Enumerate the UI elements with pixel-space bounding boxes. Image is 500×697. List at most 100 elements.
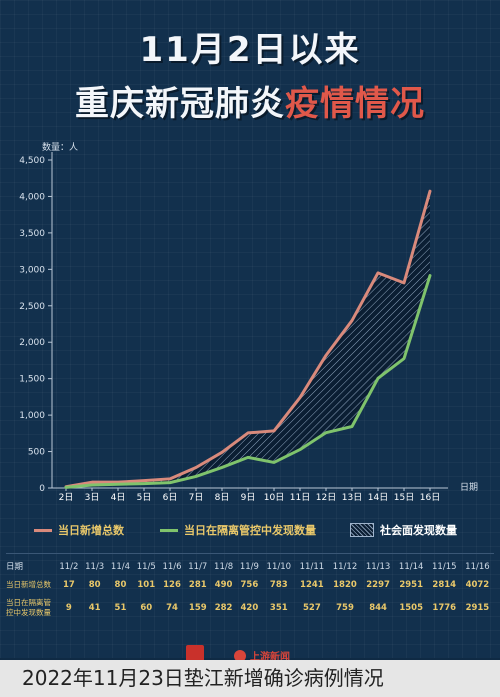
table-cell-date: 11/9 — [239, 562, 259, 572]
x-tick-label: 2日 — [59, 492, 74, 503]
table-cell-quarantine: 844 — [369, 603, 387, 613]
table-cell-quarantine: 60 — [140, 603, 153, 613]
footer-logo-text: 上游新闻 — [250, 652, 290, 663]
hatch-area-social — [66, 191, 430, 488]
table-cell-date: 11/12 — [332, 562, 358, 572]
table-cell-quarantine: 420 — [240, 603, 259, 613]
legend-label-total: 当日新增总数 — [58, 524, 124, 537]
table-cell-quarantine: 51 — [114, 603, 127, 613]
table-cell-total: 2814 — [432, 580, 457, 590]
people-logo-icon — [234, 650, 246, 662]
x-tick-label: 16日 — [420, 492, 440, 503]
y-tick-label: 3,500 — [19, 229, 45, 239]
y-tick-label: 3,000 — [19, 265, 45, 275]
legend-label-social: 社会面发现数量 — [380, 524, 457, 537]
table-cell-date: 11/3 — [85, 562, 105, 572]
table-cell-date: 11/4 — [110, 562, 130, 572]
table-cell-quarantine: 759 — [336, 603, 354, 613]
legend-line-total — [34, 528, 52, 532]
table-cell-total: 783 — [269, 580, 288, 590]
table-cell-total: 281 — [188, 580, 207, 590]
x-tick-label: 11日 — [290, 492, 310, 503]
poster-title-line2: 重庆新冠肺炎疫情情况 — [0, 76, 500, 125]
y-tick-label: 1,500 — [19, 375, 45, 385]
table-cell-quarantine: 527 — [303, 603, 321, 613]
table-cell-quarantine: 1776 — [432, 603, 457, 613]
table-top-divider — [6, 553, 494, 554]
table-cell-total: 1241 — [300, 580, 324, 590]
legend-item-social: 社会面发现数量 — [350, 522, 457, 538]
series-line-quarantine — [64, 274, 432, 489]
x-tick-label: 5日 — [137, 492, 152, 503]
table-cell-date: 11/2 — [59, 562, 79, 572]
x-tick-label: 3日 — [85, 492, 100, 503]
table-cell-total: 126 — [163, 580, 181, 590]
x-tick-label: 15日 — [394, 492, 414, 503]
x-tick-label: 9日 — [241, 492, 256, 503]
table-cell-date: 11/6 — [162, 562, 182, 572]
table-cell-date: 11/15 — [432, 562, 457, 572]
series-line-total — [64, 189, 432, 489]
poster-title-line1: 11月2日以来 — [139, 30, 361, 70]
image-caption: 2022年11月23日垫江新增确诊病例情况 — [0, 660, 500, 697]
table-cell-quarantine: 282 — [214, 603, 233, 613]
table-cell-total: 2297 — [366, 580, 390, 590]
x-tick-label: 12日 — [316, 492, 336, 503]
table-cell-date: 11/10 — [266, 562, 292, 572]
title-white-part: 重庆新冠肺炎 — [75, 84, 285, 124]
table-row-total: 当日新增总数 17 80 80 101 126 281 490 756 783 1241 1820 2… — [6, 576, 494, 594]
table-cell-quarantine: 159 — [188, 603, 207, 613]
x-tick-label: 10日 — [264, 492, 284, 503]
y-tick-label: 500 — [28, 448, 45, 458]
y-tick-label: 1,000 — [19, 411, 45, 421]
legend-item-quarantine: 当日在隔离管控中发现数量 — [160, 522, 316, 538]
x-tick-label: 13日 — [342, 492, 362, 503]
table-cell-quarantine: 9 — [65, 603, 72, 613]
chart-legend: 当日新增总数 当日在隔离管控中发现数量 社会面发现数量 — [0, 522, 500, 546]
table-cell-total: 17 — [62, 580, 75, 590]
table-cell-total: 4072 — [465, 580, 490, 590]
table-row1-label: 当日新增总数 — [6, 580, 51, 589]
table-cell-date: 11/11 — [299, 562, 325, 572]
table-cell-total: 756 — [240, 580, 259, 590]
table-cell-date: 11/8 — [214, 562, 234, 572]
table-cell-total: 2951 — [399, 580, 423, 590]
table-cell-date: 11/16 — [465, 562, 490, 572]
legend-label-quarantine: 当日在隔离管控中发现数量 — [184, 524, 316, 537]
table-cell-total: 490 — [214, 580, 233, 590]
line-chart: 数量：人 0 500 1,000 1,500 2,000 2,500 3,000 3,500 4,… — [19, 141, 478, 503]
table-cell-quarantine: 2915 — [465, 603, 490, 613]
legend-line-quarantine — [160, 528, 178, 532]
table-cell-quarantine: 74 — [166, 603, 178, 613]
table-cell-date: 11/5 — [136, 562, 156, 572]
table-row-dates: 日期 11/2 11/3 11/4 11/5 11/6 11/7 11/8 11/9 11/10… — [6, 558, 494, 576]
y-tick-label: 4,000 — [19, 192, 45, 202]
table-cell-quarantine: 1505 — [399, 603, 423, 613]
y-axis-label: 数量：人 — [42, 141, 78, 153]
table-cell-date: 11/14 — [398, 562, 424, 572]
x-tick-label: 7日 — [189, 492, 204, 503]
y-tick-label: 2,000 — [19, 338, 45, 348]
table-date-label: 日期 — [6, 562, 24, 572]
y-tick-label: 2,500 — [19, 302, 45, 312]
y-tick-label: 0 — [39, 484, 45, 494]
table-cell-date: 11/7 — [188, 562, 208, 572]
table-cell-date: 11/13 — [365, 562, 391, 572]
x-tick-label: 8日 — [215, 492, 230, 503]
title-red-part: 疫情情况 — [285, 84, 425, 124]
table-cell-quarantine: 41 — [88, 603, 101, 613]
table-cell-quarantine: 351 — [269, 603, 288, 613]
x-tick-label: 14日 — [368, 492, 388, 503]
x-tick-label: 6日 — [163, 492, 178, 503]
table-cell-total: 101 — [137, 580, 156, 590]
poster: 11月2日以来 重庆新冠肺炎疫情情况 数量：人 0 500 1,000 1,500 2,0… — [0, 0, 500, 658]
data-table: 日期 11/2 11/3 11/4 11/5 11/6 11/7 11/8 11/9 11/10… — [6, 558, 494, 622]
x-axis-label: 日期 — [460, 482, 478, 493]
table-cell-total: 80 — [88, 580, 101, 590]
legend-item-total: 当日新增总数 — [34, 522, 124, 538]
legend-hatch-swatch — [350, 523, 374, 537]
table-row2-label: 当日在隔离管控中发现数量 — [6, 598, 51, 617]
x-tick-label: 4日 — [111, 492, 126, 503]
table-cell-total: 1820 — [333, 580, 357, 590]
table-row-quarantine: 当日在隔离管控中发现数量 9 41 51 60 74 159 282 420 351 527 759… — [6, 594, 494, 622]
